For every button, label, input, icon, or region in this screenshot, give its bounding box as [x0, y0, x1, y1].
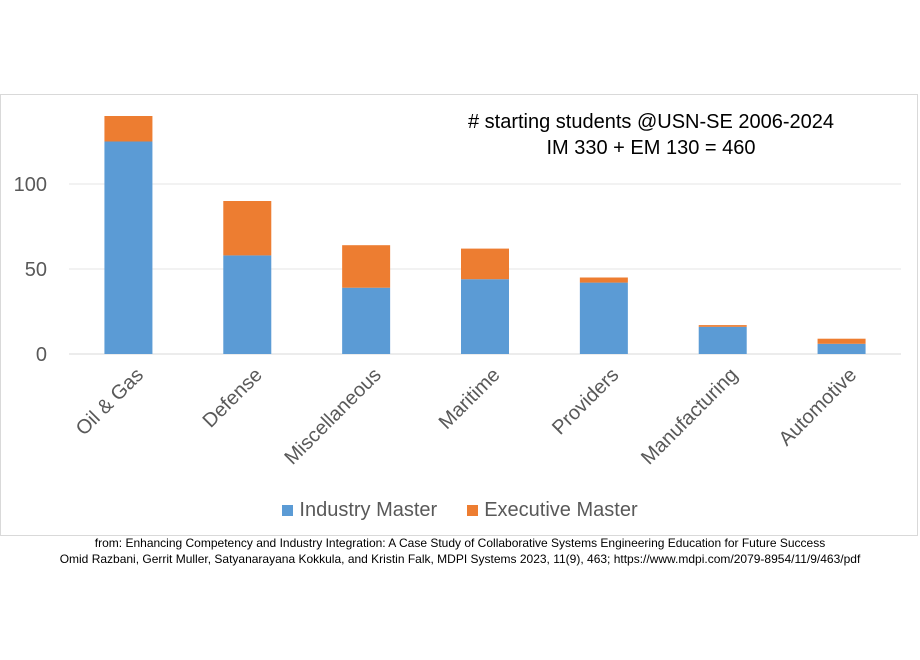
bar-segment-industry-master — [342, 287, 391, 354]
bar-segment-executive-master — [461, 248, 509, 280]
chart-plot: 0 50 100 Oil & Gas Defense Miscellaneous Marit… — [14, 116, 901, 469]
bar-segment-executive-master — [698, 325, 747, 327]
x-category-label: Automotive — [775, 364, 861, 450]
legend-swatch-industry-master — [282, 505, 294, 516]
x-category-label: Maritime — [435, 364, 505, 434]
y-tick-label: 50 — [25, 259, 47, 281]
chart-subtitle: IM 330 + EM 130 = 460 — [546, 137, 756, 159]
bar-segment-industry-master — [104, 141, 153, 354]
legend-label-industry-master: Industry Master — [299, 499, 438, 521]
x-category-label: Miscellaneous — [281, 364, 386, 469]
legend-item-executive-master: Executive Master — [467, 499, 638, 522]
bar-segment-executive-master — [104, 116, 153, 142]
legend-item-industry-master: Industry Master — [282, 499, 437, 522]
bar-segment-industry-master — [817, 343, 866, 354]
bar-segment-industry-master — [698, 326, 747, 354]
x-category-label: Oil & Gas — [72, 364, 148, 440]
legend-swatch-executive-master — [467, 505, 479, 516]
legend-label-executive-master: Executive Master — [484, 499, 638, 521]
y-tick-label: 0 — [36, 344, 47, 366]
x-category-label: Manufacturing — [637, 364, 742, 469]
x-category-label: Providers — [548, 364, 623, 439]
bar-segment-executive-master — [223, 201, 272, 256]
bar-segment-industry-master — [223, 255, 272, 354]
bar-segment-executive-master — [817, 338, 866, 344]
source-caption-line-1: from: Enhancing Competency and Industry … — [94, 536, 826, 550]
bar-segment-executive-master — [342, 245, 391, 288]
bar-segment-industry-master — [579, 282, 628, 354]
source-caption-line-2: Omid Razbani, Gerrit Muller, Satyanaraya… — [59, 552, 861, 566]
bar-segment-executive-master — [579, 277, 628, 283]
chart-frame: 0 50 100 Oil & Gas Defense Miscellaneous Marit… — [0, 94, 918, 536]
chart-legend: Industry Master Executive Master — [1, 499, 919, 522]
bar-segment-industry-master — [461, 279, 509, 354]
chart-title: # starting students @USN-SE 2006-2024 — [467, 111, 835, 133]
x-category-label: Defense — [199, 364, 267, 432]
y-tick-label: 100 — [14, 174, 47, 196]
